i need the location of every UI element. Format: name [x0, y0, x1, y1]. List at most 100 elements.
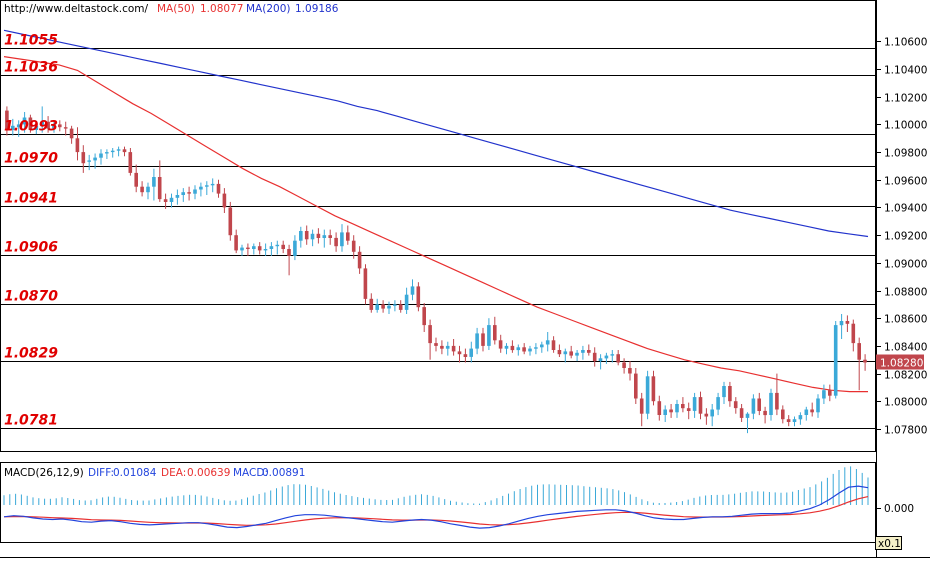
candle-body — [216, 183, 221, 194]
candle-body — [287, 249, 291, 256]
candle-body — [257, 246, 262, 251]
candle-body — [504, 345, 509, 349]
candle-body — [375, 304, 379, 310]
candle-body — [786, 419, 791, 422]
macd-diff-label: DIFF: — [88, 467, 114, 479]
candle-body — [563, 351, 568, 355]
level-label: 1.0829 — [4, 346, 58, 362]
candle-body — [105, 152, 109, 154]
candle-body — [393, 304, 397, 306]
scale-badge-box[interactable] — [875, 536, 902, 550]
candle-body — [598, 358, 603, 362]
candle-body — [722, 386, 726, 398]
candle-body — [792, 419, 797, 422]
candle-body — [469, 348, 473, 357]
candle-body — [440, 345, 444, 349]
candle-body — [434, 343, 438, 346]
level-label: 1.0781 — [4, 413, 58, 429]
candle-body — [781, 409, 785, 420]
candle-body — [475, 333, 479, 349]
candle-body — [99, 153, 103, 158]
candle-body — [34, 125, 39, 130]
candle-body — [457, 351, 462, 355]
candle-body — [704, 413, 709, 417]
candle-body — [304, 231, 309, 240]
candle-body — [716, 397, 720, 410]
candle-body — [534, 347, 538, 349]
ma50-value: 1.08077 — [200, 3, 243, 15]
macd-dea-label: DEA: — [161, 467, 186, 479]
candle-body — [728, 386, 732, 402]
candle-body — [822, 390, 826, 399]
candle-body — [40, 121, 44, 126]
candle-body — [833, 325, 838, 396]
candle-body — [110, 150, 115, 153]
last-price-marker: 1.08280 — [876, 354, 924, 370]
level-label: 1.1055 — [4, 33, 58, 49]
candle-body — [516, 347, 521, 351]
candle-body — [381, 304, 385, 309]
candle-body — [275, 244, 280, 247]
candle-body — [187, 192, 191, 194]
candle-body — [152, 177, 156, 187]
candle-body — [246, 247, 250, 249]
candle-body — [733, 401, 738, 409]
candle-body — [293, 240, 297, 256]
candle-body — [681, 404, 685, 409]
ma50-line — [3, 56, 868, 393]
candle-body — [669, 409, 673, 413]
candle-body — [334, 237, 338, 247]
candle-body — [157, 177, 162, 200]
candle-body — [551, 340, 556, 350]
candle-body — [645, 376, 650, 414]
candle-body — [93, 157, 97, 161]
macd-diff-value: 0.01084 — [113, 467, 157, 479]
candle-body — [410, 286, 415, 295]
candle-body — [463, 354, 468, 357]
candle-body — [622, 362, 626, 368]
candle-body — [545, 340, 550, 345]
candle-body — [575, 352, 579, 356]
candle-body — [828, 390, 832, 396]
price-tick-label: 1.08400 — [884, 342, 927, 354]
candle-body — [181, 192, 185, 195]
ma200-label: MA(200) — [246, 3, 290, 15]
candle-body — [222, 193, 227, 208]
candle-body — [387, 305, 391, 309]
candle-body — [346, 232, 350, 241]
candle-body — [269, 246, 274, 249]
ma200-path — [3, 29, 869, 238]
candle-body — [228, 207, 233, 236]
candle-body — [675, 404, 679, 413]
candle-body — [763, 410, 767, 416]
candle-body — [487, 325, 491, 346]
candle-body — [587, 350, 591, 353]
candle-body — [569, 351, 573, 356]
scale-badge[interactable]: x0.1 — [878, 538, 901, 550]
price-tick-label: 1.08200 — [884, 370, 927, 382]
candle-body — [175, 195, 180, 198]
level-label: 1.0870 — [4, 289, 58, 305]
candle-body — [63, 127, 68, 129]
price-tick-label: 1.10200 — [884, 93, 927, 105]
candle-body — [451, 345, 456, 352]
candle-body — [581, 350, 585, 353]
candle-body — [657, 401, 662, 415]
macd-lines — [3, 485, 869, 529]
candle-body — [11, 125, 15, 130]
candle-body — [58, 124, 62, 128]
candle-body — [769, 392, 773, 415]
candle-body — [422, 307, 426, 326]
macd-zero-tick: 0.000 — [884, 503, 914, 515]
candle-body — [540, 344, 544, 348]
candle-body — [263, 249, 268, 251]
candle-body — [363, 268, 368, 299]
candle-body — [328, 235, 332, 238]
candle-body — [757, 398, 761, 411]
price-tick-label: 1.09600 — [884, 176, 927, 188]
candle-body — [510, 345, 515, 351]
candle-body — [710, 409, 714, 417]
candle-body — [686, 408, 691, 411]
